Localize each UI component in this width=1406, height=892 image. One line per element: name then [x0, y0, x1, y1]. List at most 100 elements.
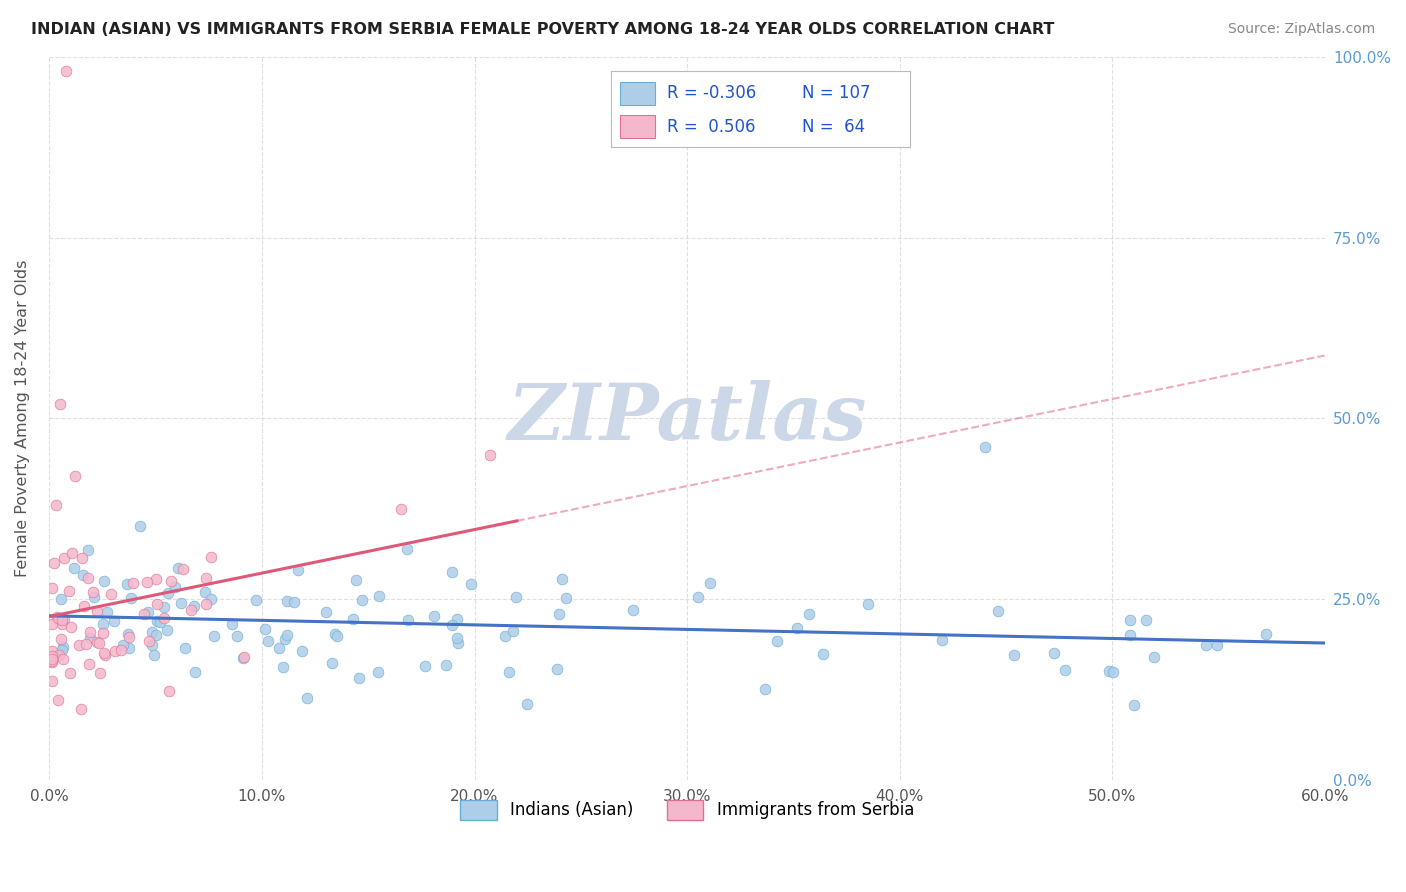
Point: [170, 596, 193, 610]
Point: [91, 617, 114, 632]
Point: [41, 649, 63, 664]
Point: [621, 603, 644, 617]
Point: [498, 665, 520, 679]
Point: [91, 626, 114, 640]
Point: [195, 598, 218, 612]
Point: [51, 617, 73, 632]
Point: [1043, 647, 1066, 661]
Point: [41, 656, 63, 670]
Point: [245, 592, 267, 607]
Point: [41, 644, 63, 658]
Point: [396, 613, 419, 627]
Point: [699, 575, 721, 590]
Point: [145, 628, 167, 642]
Point: [87, 636, 110, 650]
Point: [93, 574, 115, 588]
Point: [440, 618, 463, 632]
Point: [118, 630, 141, 644]
Point: [156, 585, 179, 599]
Point: [96, 605, 118, 619]
Point: [46, 610, 69, 624]
Point: [117, 626, 139, 640]
Point: [232, 650, 254, 665]
Point: [183, 599, 205, 614]
Point: [48, 610, 70, 624]
Point: [1256, 627, 1278, 641]
Point: [86, 634, 108, 648]
Point: [63, 469, 86, 483]
Point: [62, 560, 84, 574]
Point: [55, 64, 77, 78]
Point: [202, 629, 225, 643]
Point: [112, 638, 135, 652]
Point: [138, 634, 160, 648]
Point: [754, 681, 776, 696]
Point: [352, 593, 374, 607]
Point: [502, 624, 524, 638]
Point: [59, 620, 82, 634]
Point: [72, 599, 94, 613]
Text: Source: ZipAtlas.com: Source: ZipAtlas.com: [1227, 22, 1375, 37]
Point: [200, 550, 222, 565]
Point: [72, 568, 94, 582]
Point: [295, 691, 318, 706]
Point: [156, 624, 179, 638]
Point: [221, 617, 243, 632]
Point: [52, 640, 75, 655]
Text: INDIAN (ASIAN) VS IMMIGRANTS FROM SERBIA FEMALE POVERTY AMONG 18-24 YEAR OLDS CO: INDIAN (ASIAN) VS IMMIGRANTS FROM SERBIA…: [31, 22, 1054, 37]
Point: [136, 575, 159, 590]
Point: [391, 502, 413, 516]
Point: [75, 637, 97, 651]
Text: ZIPatlas: ZIPatlas: [508, 380, 866, 457]
Point: [254, 622, 277, 636]
Point: [321, 657, 343, 671]
Point: [94, 648, 117, 662]
Point: [41, 673, 63, 688]
Point: [423, 609, 446, 624]
Point: [446, 631, 468, 645]
Point: [59, 665, 82, 680]
Point: [786, 621, 808, 635]
Point: [120, 591, 142, 606]
Point: [323, 627, 346, 641]
Point: [53, 612, 76, 626]
Point: [93, 647, 115, 661]
Point: [51, 642, 73, 657]
Point: [233, 650, 256, 665]
Point: [1002, 648, 1025, 662]
Point: [134, 607, 156, 621]
Point: [1143, 649, 1166, 664]
Point: [1119, 613, 1142, 627]
Point: [172, 562, 194, 576]
Point: [70, 551, 93, 566]
Point: [153, 611, 176, 625]
Point: [49, 632, 72, 646]
Point: [79, 625, 101, 640]
Point: [41, 654, 63, 668]
Point: [194, 571, 217, 585]
Point: [315, 605, 337, 619]
Point: [441, 566, 464, 580]
Point: [548, 607, 571, 621]
Point: [49, 397, 72, 411]
Point: [141, 638, 163, 652]
Point: [688, 590, 710, 604]
Point: [129, 518, 152, 533]
Point: [146, 597, 169, 611]
Point: [274, 632, 297, 647]
Point: [396, 541, 419, 556]
Point: [1135, 613, 1157, 627]
Point: [165, 580, 187, 594]
Point: [159, 683, 181, 698]
Point: [367, 665, 389, 679]
Point: [973, 441, 995, 455]
Point: [505, 590, 527, 604]
Point: [83, 590, 105, 604]
Point: [60, 546, 83, 560]
Point: [326, 629, 349, 643]
Point: [291, 644, 314, 658]
Point: [52, 652, 75, 666]
Point: [51, 613, 73, 627]
Point: [70, 702, 93, 716]
Point: [153, 600, 176, 615]
